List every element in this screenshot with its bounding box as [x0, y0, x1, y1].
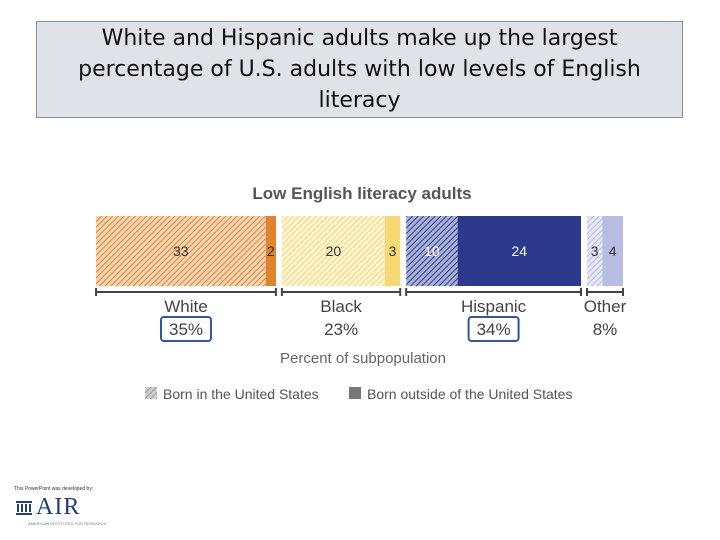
group-label-black: Black	[320, 297, 362, 316]
logo-tagline: AMERICAN INSTITUTES FOR RESEARCH	[28, 521, 107, 526]
data-label-hispanic-born-outside: 24	[512, 243, 528, 259]
legend-swatch-born-us	[145, 387, 157, 399]
x-axis-label: Percent of subpopulation	[280, 350, 446, 367]
chart: Low English literacy adults 33 2 20 3 10 24 3 4…	[95, 184, 627, 402]
group-total-white: 35%	[169, 320, 203, 339]
data-label-white-born-outside: 2	[267, 243, 275, 259]
data-label-other-born-outside: 4	[609, 243, 617, 259]
data-label-hispanic-born-us: 10	[424, 243, 440, 259]
chart-title: Low English literacy adults	[252, 184, 471, 203]
bar-white-born-outside	[265, 216, 276, 286]
slide-title: White and Hispanic adults make up the la…	[78, 26, 641, 113]
group-total-other: 8%	[593, 320, 618, 339]
bars-layer: 33 2 20 3 10 24 3 4	[96, 216, 623, 286]
bar-hispanic-born-outside	[457, 216, 581, 286]
data-label-black-born-outside: 3	[389, 243, 397, 259]
legend: Born in the United States Born outside o…	[145, 386, 572, 402]
bar-other-born-us	[587, 216, 603, 286]
title-box: White and Hispanic adults make up the la…	[36, 21, 683, 118]
bar-other-born-outside	[602, 216, 623, 286]
group-brackets	[95, 288, 624, 296]
logo-wordmark: AIR	[36, 494, 81, 520]
group-label-hispanic: Hispanic	[461, 297, 527, 316]
group-labels: White 35% Black 23% Hispanic 34% Other 8%	[160, 297, 627, 342]
legend-swatch-born-outside	[349, 387, 361, 399]
institution-building-icon	[16, 501, 32, 515]
legend-label-born-outside: Born outside of the United States	[367, 386, 572, 402]
bar-hispanic-born-us	[406, 216, 458, 286]
bar-black-born-us	[281, 216, 385, 286]
bar-white-born-us	[96, 216, 266, 286]
group-label-other: Other	[584, 297, 627, 316]
data-label-other-born-us: 3	[591, 243, 599, 259]
group-label-white: White	[164, 297, 207, 316]
air-logo: This PowerPoint was developed by: AIR AM…	[14, 486, 124, 530]
highlight-box-white	[160, 316, 212, 342]
highlight-box-hispanic	[467, 316, 520, 342]
bar-black-born-outside	[384, 216, 401, 286]
logo-credit-text: This PowerPoint was developed by:	[14, 486, 94, 492]
legend-label-born-us: Born in the United States	[163, 386, 319, 402]
group-total-black: 23%	[324, 320, 358, 339]
data-label-white-born-us: 33	[173, 243, 189, 259]
data-label-black-born-us: 20	[326, 243, 342, 259]
group-total-hispanic: 34%	[477, 320, 511, 339]
